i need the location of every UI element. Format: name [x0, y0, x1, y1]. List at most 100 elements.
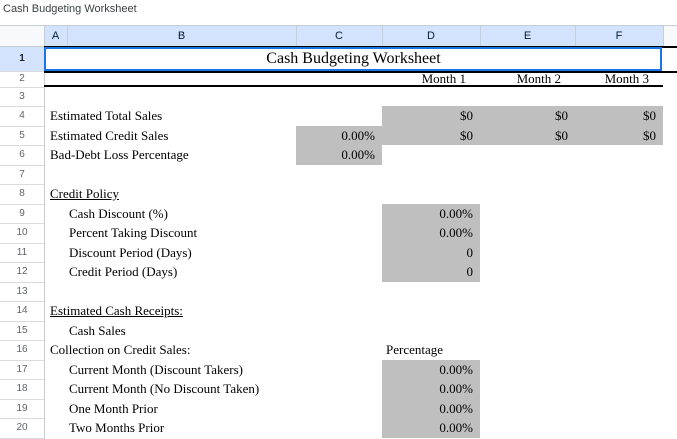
- cell-label-current-month-discount-takers[interactable]: Current Month (Discount Takers): [69, 361, 243, 377]
- cell-month-3-header[interactable]: Month 3: [604, 71, 649, 86]
- cell-label-estimated-total-sales[interactable]: Estimated Total Sales: [50, 108, 163, 123]
- cell-f4-value[interactable]: $0: [643, 108, 656, 123]
- cell-d5-value[interactable]: $0: [460, 127, 473, 143]
- row-header-11[interactable]: 11: [16, 246, 28, 258]
- row-header-14[interactable]: 14: [16, 305, 28, 316]
- cell-d4-value[interactable]: $0: [460, 108, 473, 123]
- row-header-9[interactable]: 9: [19, 207, 25, 219]
- cell-d20-value[interactable]: 0.00%: [439, 420, 473, 435]
- column-header-e[interactable]: E: [480, 25, 575, 47]
- cell-label-bad-debt-loss-percentage[interactable]: Bad-Debt Loss Percentage: [50, 147, 189, 162]
- gridline: [480, 25, 481, 47]
- gridline: [0, 359, 44, 361]
- cell-label-percent-taking-discount[interactable]: Percent Taking Discount: [69, 225, 198, 240]
- column-header-d[interactable]: D: [382, 25, 480, 47]
- cell-label-cash-discount[interactable]: Cash Discount (%): [69, 205, 168, 221]
- cell-label-credit-period[interactable]: Credit Period (Days): [69, 264, 178, 279]
- cell-label-collection-on-credit-sales[interactable]: Collection on Credit Sales:: [50, 342, 191, 357]
- row-header-8[interactable]: 8: [19, 188, 25, 199]
- gridline: [0, 242, 44, 244]
- cell-month-2-header[interactable]: Month 2: [516, 71, 561, 86]
- cell-fill-r4-def[interactable]: [382, 106, 663, 126]
- column-header-b[interactable]: B: [67, 25, 296, 47]
- cell-fill-r5-cdef[interactable]: [296, 125, 663, 145]
- selection-border: [44, 47, 662, 71]
- row-header-19[interactable]: 19: [16, 402, 28, 414]
- row-header-5[interactable]: 5: [19, 129, 25, 141]
- gridline: [0, 437, 44, 439]
- cell-d19-value[interactable]: 0.00%: [439, 400, 473, 416]
- cell-label-cash-sales[interactable]: Cash Sales: [69, 322, 126, 338]
- column-header-a[interactable]: A: [44, 25, 67, 47]
- cell-label-estimated-cash-receipts[interactable]: Estimated Cash Receipts:: [50, 303, 183, 318]
- row-header-2[interactable]: 2: [19, 73, 25, 84]
- sheet-caption: Cash Budgeting Worksheet: [3, 3, 137, 15]
- row-header-13[interactable]: 13: [16, 285, 28, 297]
- title-top-border: [44, 46, 677, 48]
- row-header-16[interactable]: 16: [16, 344, 28, 355]
- gridline: [296, 25, 297, 47]
- gridline: [0, 25, 677, 26]
- gridline: [0, 281, 44, 283]
- cell-label-credit-policy[interactable]: Credit Policy: [50, 186, 119, 201]
- column-header-c[interactable]: C: [296, 25, 382, 47]
- title-bottom-border: [44, 71, 677, 73]
- gridline: [0, 125, 44, 127]
- row-header-10[interactable]: 10: [16, 227, 28, 238]
- gridline: [0, 184, 44, 185]
- cell-d11-value[interactable]: 0: [466, 244, 474, 260]
- cell-label-estimated-credit-sales[interactable]: Estimated Credit Sales: [50, 127, 169, 143]
- row-header-20[interactable]: 20: [16, 422, 28, 433]
- gridline: [0, 223, 44, 224]
- cell-e4-value[interactable]: $0: [555, 108, 568, 123]
- row-header-3[interactable]: 3: [19, 90, 25, 102]
- cell-d10-value[interactable]: 0.00%: [439, 225, 473, 240]
- cell-label-one-month-prior[interactable]: One Month Prior: [69, 400, 158, 416]
- worksheet-title-cell[interactable]: Cash Budgeting Worksheet: [266, 50, 441, 67]
- cell-fill-r9-r12-d[interactable]: [382, 203, 480, 282]
- gridline: [0, 262, 44, 263]
- gridline: [663, 25, 664, 47]
- cell-label-current-month-no-discount[interactable]: Current Month (No Discount Taken): [69, 381, 260, 396]
- cell-c5-value[interactable]: 0.00%: [341, 127, 375, 143]
- gridline: [0, 320, 44, 322]
- select-all-corner[interactable]: [0, 25, 44, 47]
- cell-d17-value[interactable]: 0.00%: [439, 361, 473, 377]
- row2-bottom-border: [44, 85, 663, 87]
- row-header-1[interactable]: 1: [0, 47, 44, 71]
- row-header-17[interactable]: 17: [16, 363, 28, 375]
- row-header-18[interactable]: 18: [16, 383, 28, 394]
- gridline: [0, 203, 44, 205]
- cell-f5-value[interactable]: $0: [643, 127, 656, 143]
- cell-d12-value[interactable]: 0: [466, 264, 474, 279]
- cell-label-discount-period[interactable]: Discount Period (Days): [69, 244, 192, 260]
- gridline: [0, 145, 44, 146]
- gridline: [0, 379, 44, 380]
- row-header-4[interactable]: 4: [19, 110, 25, 121]
- cell-fill-r17-r20-d[interactable]: [382, 359, 480, 438]
- gridline: [575, 25, 576, 47]
- cell-label-percentage-header[interactable]: Percentage: [386, 342, 444, 357]
- row-header-15[interactable]: 15: [16, 324, 28, 336]
- gridline: [0, 164, 44, 166]
- gridline: [0, 301, 44, 302]
- cell-fill-r6-c[interactable]: [296, 145, 382, 165]
- cell-label-two-months-prior[interactable]: Two Months Prior: [69, 420, 165, 435]
- cell-d9-value[interactable]: 0.00%: [439, 205, 473, 221]
- row-header-6[interactable]: 6: [19, 149, 25, 160]
- cell-month-1-header[interactable]: Month 1: [421, 71, 466, 86]
- gridline: [44, 25, 45, 439]
- gridline: [0, 418, 44, 419]
- cell-d18-value[interactable]: 0.00%: [439, 381, 473, 396]
- column-header-g-partial[interactable]: [663, 25, 677, 47]
- gridline: [0, 71, 44, 72]
- cell-c6-value[interactable]: 0.00%: [341, 147, 375, 162]
- gridline: [0, 106, 44, 107]
- gridline: [0, 86, 44, 88]
- cell-e5-value[interactable]: $0: [555, 127, 568, 143]
- column-header-f[interactable]: F: [575, 25, 663, 47]
- gridline: [382, 25, 383, 47]
- row-header-7[interactable]: 7: [19, 168, 25, 180]
- row-header-12[interactable]: 12: [16, 266, 28, 277]
